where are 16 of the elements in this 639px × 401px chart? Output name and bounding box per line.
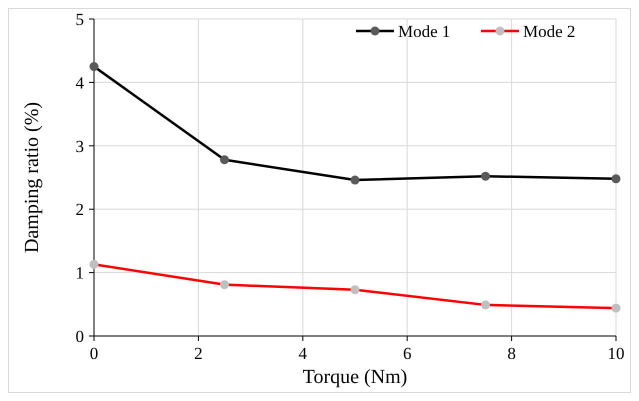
x-tick-label: 4 bbox=[298, 344, 308, 363]
x-tick-label: 0 bbox=[90, 344, 98, 363]
x-tick-label: 8 bbox=[507, 344, 516, 363]
x-tick-label: 10 bbox=[608, 344, 624, 363]
y-tick-label: 1 bbox=[76, 264, 84, 283]
y-tick-label: 2 bbox=[76, 200, 84, 220]
y-tick-label: 3 bbox=[76, 136, 84, 156]
x-tick-label: 2 bbox=[194, 344, 203, 363]
x-axis-title: Torque (Nm) bbox=[302, 366, 408, 388]
legend-label: Mode 1 bbox=[398, 22, 450, 41]
y-tick-label: 0 bbox=[76, 327, 84, 346]
legend-label: Mode 2 bbox=[523, 22, 576, 41]
x-tick-label: 6 bbox=[402, 344, 412, 363]
y-tick-label: 4 bbox=[76, 73, 84, 92]
y-axis-title: Damping ratio (%) bbox=[21, 102, 43, 254]
y-tick-label: 5 bbox=[76, 10, 84, 29]
